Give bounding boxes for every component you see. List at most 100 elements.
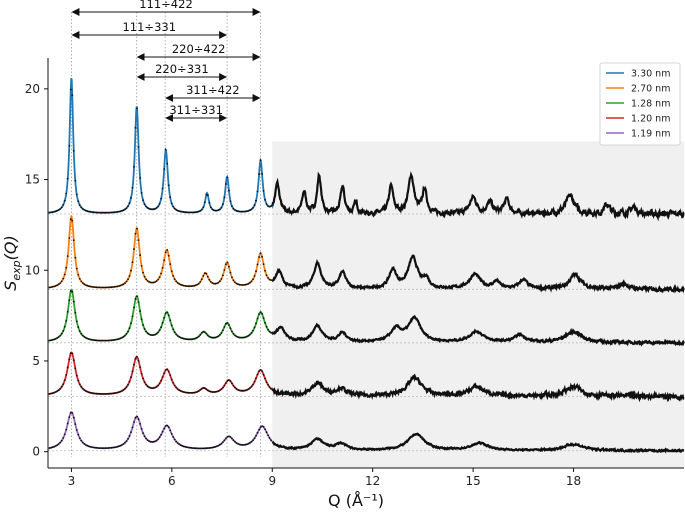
data-point bbox=[232, 439, 235, 442]
data-point bbox=[196, 336, 199, 339]
data-point bbox=[247, 209, 250, 212]
data-point bbox=[200, 278, 203, 281]
data-point bbox=[50, 392, 53, 395]
data-point bbox=[232, 384, 235, 387]
data-point bbox=[146, 439, 149, 441]
data-point bbox=[104, 339, 107, 342]
data-point bbox=[148, 333, 151, 336]
data-point bbox=[250, 440, 253, 443]
data-point bbox=[145, 383, 148, 386]
data-point bbox=[194, 211, 197, 214]
data-point bbox=[98, 393, 101, 395]
data-point bbox=[81, 208, 84, 210]
data-point bbox=[166, 249, 169, 251]
data-point bbox=[175, 208, 178, 211]
data-point bbox=[97, 211, 99, 214]
data-point bbox=[228, 265, 230, 268]
data-point bbox=[217, 281, 220, 284]
data-point bbox=[205, 447, 208, 450]
data-point bbox=[103, 286, 105, 289]
data-point bbox=[235, 442, 238, 444]
data-point bbox=[202, 330, 205, 333]
data-point bbox=[173, 384, 176, 387]
data-point bbox=[259, 311, 262, 313]
data-point bbox=[241, 389, 244, 392]
data-point bbox=[68, 144, 71, 147]
data-point bbox=[187, 391, 190, 394]
data-point bbox=[216, 445, 218, 448]
data-point bbox=[98, 447, 101, 449]
data-point bbox=[140, 192, 143, 194]
data-point bbox=[115, 285, 117, 288]
data-point bbox=[163, 427, 166, 430]
data-point bbox=[246, 389, 248, 391]
series-experimental-line bbox=[271, 432, 685, 454]
data-point bbox=[255, 322, 257, 325]
data-point bbox=[124, 282, 126, 284]
data-point bbox=[118, 285, 120, 287]
data-point bbox=[173, 207, 176, 210]
data-point bbox=[194, 337, 197, 340]
data-point bbox=[223, 269, 226, 271]
data-point bbox=[231, 205, 233, 208]
data-point bbox=[170, 324, 173, 327]
data-point bbox=[205, 272, 208, 275]
data-point bbox=[66, 422, 69, 425]
data-point bbox=[101, 447, 104, 450]
data-point bbox=[109, 447, 111, 449]
data-point bbox=[262, 317, 265, 320]
data-point bbox=[172, 275, 175, 277]
data-point bbox=[86, 444, 89, 447]
data-point bbox=[200, 208, 203, 211]
data-point bbox=[199, 447, 202, 450]
data-point bbox=[160, 197, 163, 200]
data-point bbox=[63, 379, 66, 382]
data-point bbox=[270, 439, 272, 442]
data-point bbox=[262, 190, 265, 192]
data-point bbox=[185, 338, 188, 341]
data-point bbox=[145, 278, 148, 281]
data-point bbox=[66, 255, 69, 257]
data-point bbox=[110, 339, 113, 342]
data-point bbox=[176, 442, 179, 444]
data-point bbox=[246, 283, 248, 286]
data-point bbox=[98, 211, 101, 214]
data-point bbox=[103, 211, 105, 214]
data-point bbox=[267, 277, 269, 279]
data-point bbox=[188, 446, 191, 449]
data-point bbox=[208, 201, 211, 204]
data-point bbox=[238, 389, 241, 392]
data-point bbox=[193, 284, 196, 287]
data-point bbox=[86, 337, 89, 340]
data-point bbox=[110, 286, 113, 289]
data-point bbox=[139, 177, 142, 179]
data-point bbox=[48, 339, 51, 342]
data-point bbox=[115, 446, 117, 448]
data-point bbox=[258, 313, 260, 315]
data-point bbox=[134, 232, 137, 235]
data-point bbox=[127, 330, 129, 333]
data-point bbox=[267, 328, 269, 331]
data-point bbox=[72, 416, 75, 419]
data-point bbox=[190, 392, 193, 394]
data-point bbox=[53, 445, 56, 448]
data-point bbox=[124, 208, 126, 211]
data-point bbox=[107, 286, 110, 289]
data-point bbox=[121, 284, 123, 286]
data-point bbox=[205, 332, 208, 335]
data-point bbox=[86, 390, 89, 393]
data-point bbox=[261, 173, 263, 175]
data-point bbox=[157, 384, 160, 387]
data-point bbox=[143, 328, 146, 330]
data-point bbox=[181, 444, 184, 447]
data-point bbox=[182, 284, 185, 287]
data-point bbox=[66, 177, 69, 180]
data-point bbox=[206, 275, 209, 278]
data-point bbox=[213, 282, 215, 285]
annotation-label: 311÷331 bbox=[169, 103, 223, 117]
y-tick-label: 10 bbox=[25, 263, 40, 277]
data-point bbox=[101, 393, 104, 395]
data-point bbox=[225, 183, 227, 185]
data-point bbox=[202, 387, 205, 389]
data-point bbox=[106, 339, 108, 342]
